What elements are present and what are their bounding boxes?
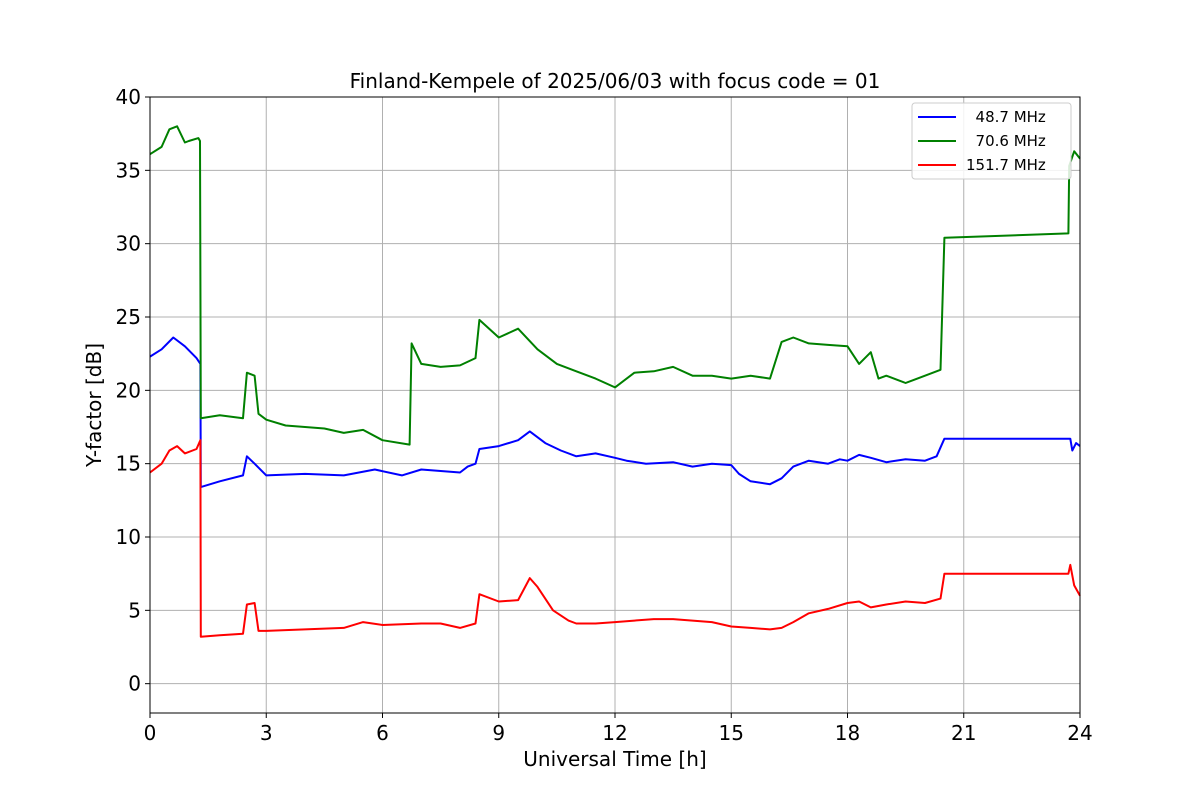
x-tick-label: 0	[144, 721, 157, 745]
y-tick-label: 35	[116, 158, 141, 182]
legend-label-1: 48.7 MHz	[966, 108, 1046, 126]
x-axis-label: Universal Time [h]	[523, 747, 706, 771]
series-layer	[149, 125, 1081, 638]
y-tick-label: 15	[116, 452, 141, 476]
x-tick-label: 12	[602, 721, 627, 745]
axis-ticks: 0 3 6 9 12 15 18 21 24 0 5 10 15 20 25 30 35 40	[116, 85, 1093, 745]
y-tick-label: 40	[116, 85, 141, 109]
chart-title: Finland-Kempele of 2025/06/03 with focus…	[350, 69, 881, 93]
legend-label-3: 151.7 MHz	[966, 156, 1046, 174]
y-tick-label: 20	[116, 378, 141, 402]
x-tick-label: 3	[260, 721, 273, 745]
series-line-3	[149, 439, 1081, 638]
y-tick-label: 30	[116, 232, 141, 256]
y-tick-label: 25	[116, 305, 141, 329]
x-tick-label: 15	[719, 721, 744, 745]
series-line-1	[149, 336, 1081, 489]
y-tick-label: 0	[128, 672, 141, 696]
x-tick-label: 9	[492, 721, 505, 745]
x-tick-label: 24	[1067, 721, 1092, 745]
legend: 48.7 MHz 70.6 MHz 151.7 MHz	[911, 102, 1072, 180]
legend-box	[911, 102, 1072, 180]
grid	[149, 96, 1081, 713]
legend-label-2: 70.6 MHz	[966, 132, 1046, 150]
x-tick-label: 21	[951, 721, 976, 745]
x-tick-label: 6	[376, 721, 389, 745]
x-tick-label: 18	[835, 721, 860, 745]
y-axis-label: Y-factor [dB]	[82, 343, 106, 468]
y-tick-label: 5	[128, 598, 141, 622]
y-tick-label: 10	[116, 525, 141, 549]
series-line-2	[149, 125, 1081, 446]
